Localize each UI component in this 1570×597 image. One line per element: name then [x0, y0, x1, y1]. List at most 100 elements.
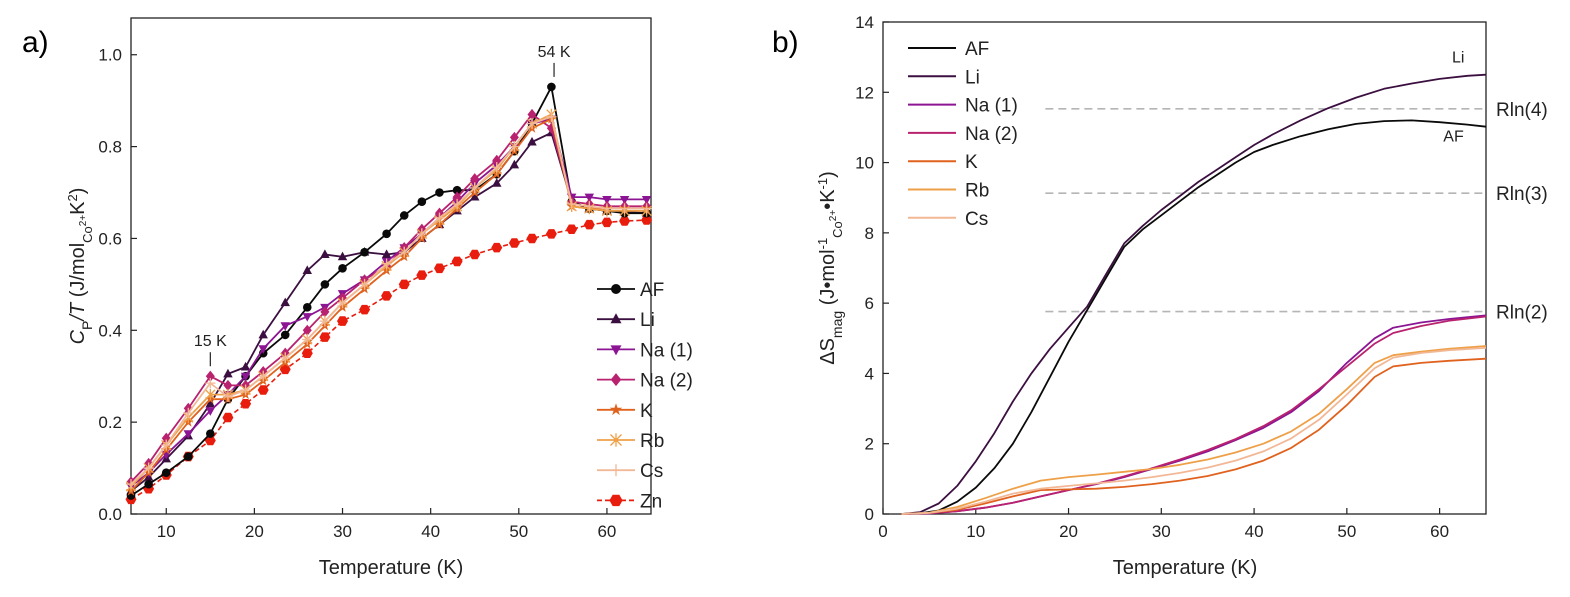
- chart-b-x-tick-label: 10: [966, 522, 985, 541]
- chart-a-legend-item-k: K: [597, 401, 653, 422]
- chart-a-legend-item-cs: Cs: [597, 461, 663, 482]
- chart-a-series-na-1: [126, 115, 652, 492]
- chart-a-point-cs: [566, 198, 577, 210]
- chart-a-point-cs: [641, 203, 652, 214]
- chart-a-point-af: [435, 188, 444, 197]
- chart-a-point-cs: [601, 203, 613, 214]
- chart-b-ticks: 0 10 20 30 40 50 60 0 2 4 6 8 10 12 14: [855, 13, 1449, 541]
- chart-a-point-cs: [143, 462, 154, 474]
- chart-a-point-zn: [337, 316, 348, 326]
- chart-b-y-tick-label: 14: [855, 13, 874, 32]
- chart-b-line-rb: [901, 345, 1487, 515]
- chart-b-ref-label-rln-3: Rln(3): [1496, 184, 1548, 205]
- chart-a-point-cs: [491, 162, 502, 173]
- chart-a-point-na-2: [492, 154, 502, 166]
- chart-b-y-tick-label: 12: [855, 83, 874, 102]
- chart-b-x-tick-label: 50: [1337, 522, 1356, 541]
- chart-a-point-cs: [399, 247, 410, 258]
- chart-b-legend-item-k: K: [908, 152, 978, 173]
- chart-a-legend-item-li: Li: [597, 310, 655, 331]
- chart-a-point-na-1: [183, 430, 194, 439]
- chart-a-point-cs: [205, 377, 216, 389]
- chart-b-ref-label-rln-2: Rln(2): [1496, 303, 1548, 324]
- chart-b-line-li: [901, 73, 1487, 515]
- chart-a-point-na-2: [205, 370, 215, 382]
- chart-a-point-na-2: [470, 173, 480, 185]
- chart-a-point-li: [381, 249, 392, 258]
- chart-a-y-axis-title: CP/T (J/molCo2+K2): [65, 188, 96, 345]
- chart-b-y-tick-label: 4: [865, 364, 874, 383]
- chart-a-point-af: [320, 280, 330, 289]
- chart-b-x-tick-label: 60: [1430, 522, 1449, 541]
- chart-a-y-tick-label: 0.6: [98, 229, 122, 248]
- chart-b-legend-label: AF: [965, 39, 989, 60]
- chart-a-point-af: [382, 229, 391, 239]
- chart-a-legend-marker: [610, 313, 622, 324]
- chart-a-x-tick-label: 60: [597, 522, 616, 541]
- chart-b-curve-labels: Li AF: [1443, 49, 1464, 145]
- chart-a-x-tick-label: 20: [245, 522, 264, 541]
- chart-b-legend: AF Li Na (1) Na (2) K Rb Cs: [908, 39, 1018, 230]
- chart-a-point-li: [205, 398, 216, 408]
- chart-a-legend-marker: [609, 494, 623, 507]
- chart-a-point-cs: [526, 118, 538, 129]
- chart-a-point-na-1: [240, 372, 251, 382]
- chart-a-point-li: [240, 361, 251, 371]
- chart-b-legend-item-cs: Cs: [908, 209, 988, 230]
- chart-a-point-af: [280, 330, 290, 340]
- chart-a-x-tick-label: 10: [157, 522, 176, 541]
- chart-a-y-tick-label: 0.0: [98, 505, 122, 524]
- chart-a-point-af: [183, 452, 193, 461]
- chart-b-y-tick-label: 8: [865, 224, 874, 243]
- chart-a-point-na-1: [602, 195, 612, 205]
- chart-a-point-cs: [359, 279, 370, 290]
- chart-a-legend-label: Rb: [640, 431, 664, 452]
- chart-a-point-cs: [240, 384, 251, 396]
- chart-a-point-af: [360, 247, 369, 257]
- chart-a-legend-item-na-2: Na (2): [597, 371, 693, 392]
- chart-a-point-cs: [619, 203, 630, 214]
- chart-a-point-zn: [381, 291, 393, 301]
- chart-a-point-li: [302, 265, 313, 275]
- chart-a-point-zn: [619, 216, 631, 226]
- chart-a-point-cs: [509, 141, 520, 152]
- chart-a-legend-label: Cs: [640, 461, 663, 482]
- chart-a-point-zn: [222, 412, 234, 423]
- chart-a-point-cs: [125, 478, 137, 490]
- chart-b-curve-label-li: Li: [1452, 49, 1464, 66]
- chart-a-point-zn: [451, 256, 463, 267]
- chart-a-legend-item-af: AF: [597, 280, 664, 301]
- chart-a-point-cs: [469, 182, 480, 194]
- chart-a-point-li: [280, 297, 290, 307]
- chart-b-legend-item-na-2: Na (2): [908, 124, 1018, 145]
- chart-a-point-cs: [416, 228, 428, 240]
- chart-a-point-zn: [545, 229, 557, 239]
- chart-a-legend-label: K: [640, 401, 653, 422]
- chart-b-line-af: [901, 119, 1487, 515]
- chart-a-point-na-1: [302, 313, 313, 322]
- chart-a-point-na-2: [452, 191, 462, 203]
- chart-a-point-na-1: [584, 193, 595, 203]
- chart-b-legend-label: Na (1): [965, 96, 1018, 117]
- chart-b-legend-item-af: AF: [908, 39, 989, 60]
- chart-a-point-zn: [257, 385, 269, 395]
- chart-a-point-rb: [205, 388, 216, 401]
- chart-a-point-cs: [434, 212, 445, 223]
- chart-a-point-na-1: [280, 322, 290, 331]
- chart-a-plot-frame: [130, 17, 652, 515]
- chart-a-y-tick-label: 1.0: [98, 46, 122, 65]
- chart-a-annotations: 54 K 15 K: [194, 44, 571, 367]
- chart-a-x-tick-label: 30: [333, 522, 352, 541]
- chart-a-point-zn: [526, 233, 538, 244]
- chart-a-line-zn: [130, 219, 647, 500]
- chart-a-point-af: [206, 429, 215, 438]
- chart-a-legend-marker: [610, 464, 622, 477]
- chart-a-point-cs: [280, 352, 291, 364]
- chart-a-point-li: [223, 368, 233, 378]
- panel-a-label: a): [22, 26, 49, 59]
- chart-a-point-na-1: [205, 407, 216, 416]
- chart-a-legend-item-zn: Zn: [597, 491, 662, 512]
- chart-a-legend-label: Zn: [640, 491, 662, 512]
- chart-a-point-af: [417, 197, 427, 207]
- chart-a-legend-marker: [610, 433, 622, 447]
